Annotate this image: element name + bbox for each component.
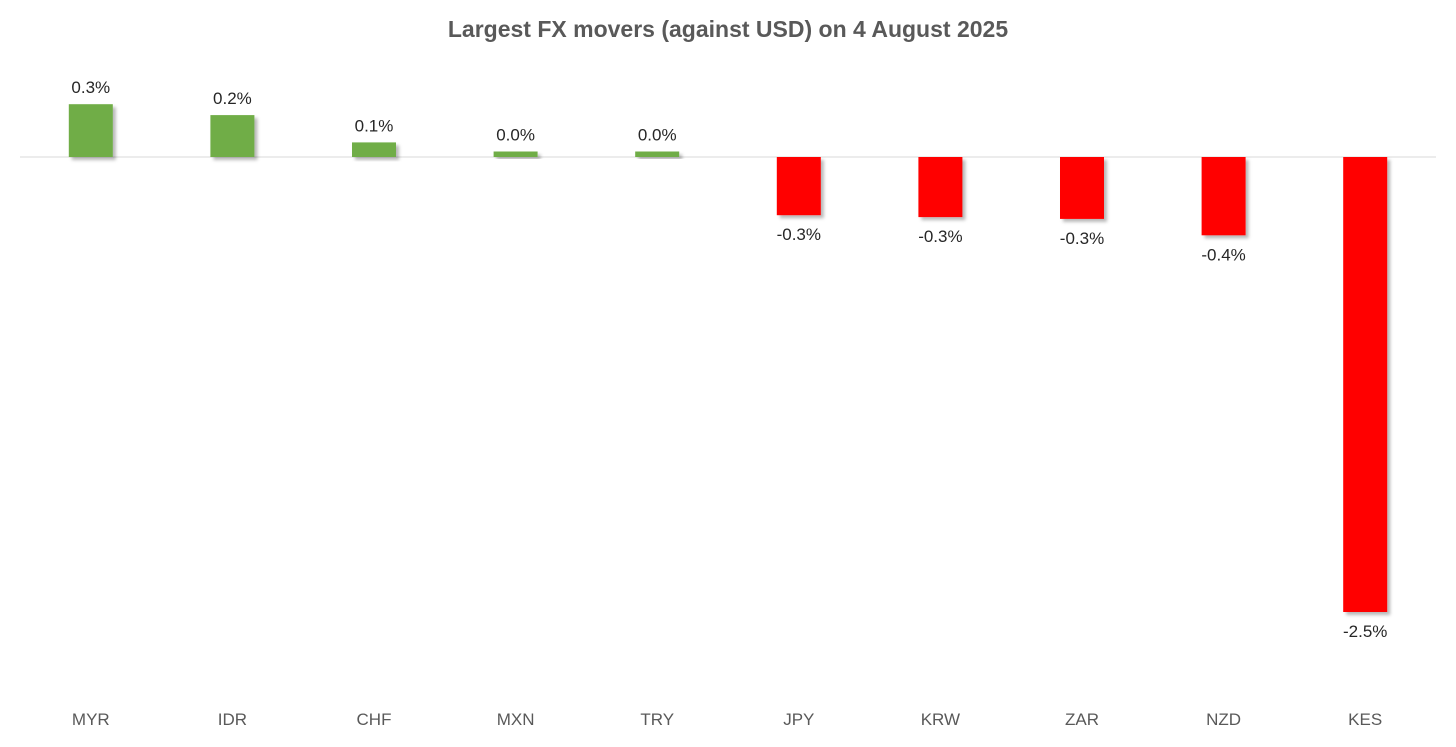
bars-group <box>68 104 1388 612</box>
data-label-nzd: -0.4% <box>1201 245 1245 264</box>
data-label-kes: -2.5% <box>1343 622 1387 641</box>
tick-label-jpy: JPY <box>783 710 814 729</box>
tick-label-idr: IDR <box>218 710 247 729</box>
chart-title: Largest FX movers (against USD) on 4 Aug… <box>448 16 1008 42</box>
data-labels-group: 0.3% 0.2% 0.1% 0.0% 0.0% -0.3% -0.3% -0.3% -0.4%… <box>71 78 1387 641</box>
bar-nzd <box>1201 157 1246 236</box>
data-label-try: 0.0% <box>638 126 677 145</box>
tick-label-kes: KES <box>1348 710 1382 729</box>
x-axis-tick-labels: MYR IDR CHF MXN TRY JPY KRW ZAR NZD KES <box>72 710 1382 729</box>
data-label-chf: 0.1% <box>355 116 394 135</box>
bar-kes <box>1343 157 1388 612</box>
data-label-jpy: -0.3% <box>777 225 821 244</box>
tick-label-chf: CHF <box>357 710 392 729</box>
tick-label-krw: KRW <box>921 710 960 729</box>
tick-label-mxn: MXN <box>497 710 535 729</box>
bar-mxn <box>493 151 538 157</box>
data-label-idr: 0.2% <box>213 89 252 108</box>
data-label-mxn: 0.0% <box>496 126 535 145</box>
bar-try <box>635 151 680 157</box>
bar-idr <box>210 115 255 157</box>
data-label-zar: -0.3% <box>1060 229 1104 248</box>
tick-label-try: TRY <box>640 710 674 729</box>
bar-krw <box>918 157 963 218</box>
tick-label-zar: ZAR <box>1065 710 1099 729</box>
bar-zar <box>1060 157 1104 219</box>
tick-label-nzd: NZD <box>1206 710 1241 729</box>
data-label-krw: -0.3% <box>918 227 962 246</box>
bar-jpy <box>776 157 821 216</box>
bar-chf <box>352 142 396 157</box>
bar-myr <box>68 104 113 157</box>
data-label-myr: 0.3% <box>71 78 110 97</box>
tick-label-myr: MYR <box>72 710 110 729</box>
